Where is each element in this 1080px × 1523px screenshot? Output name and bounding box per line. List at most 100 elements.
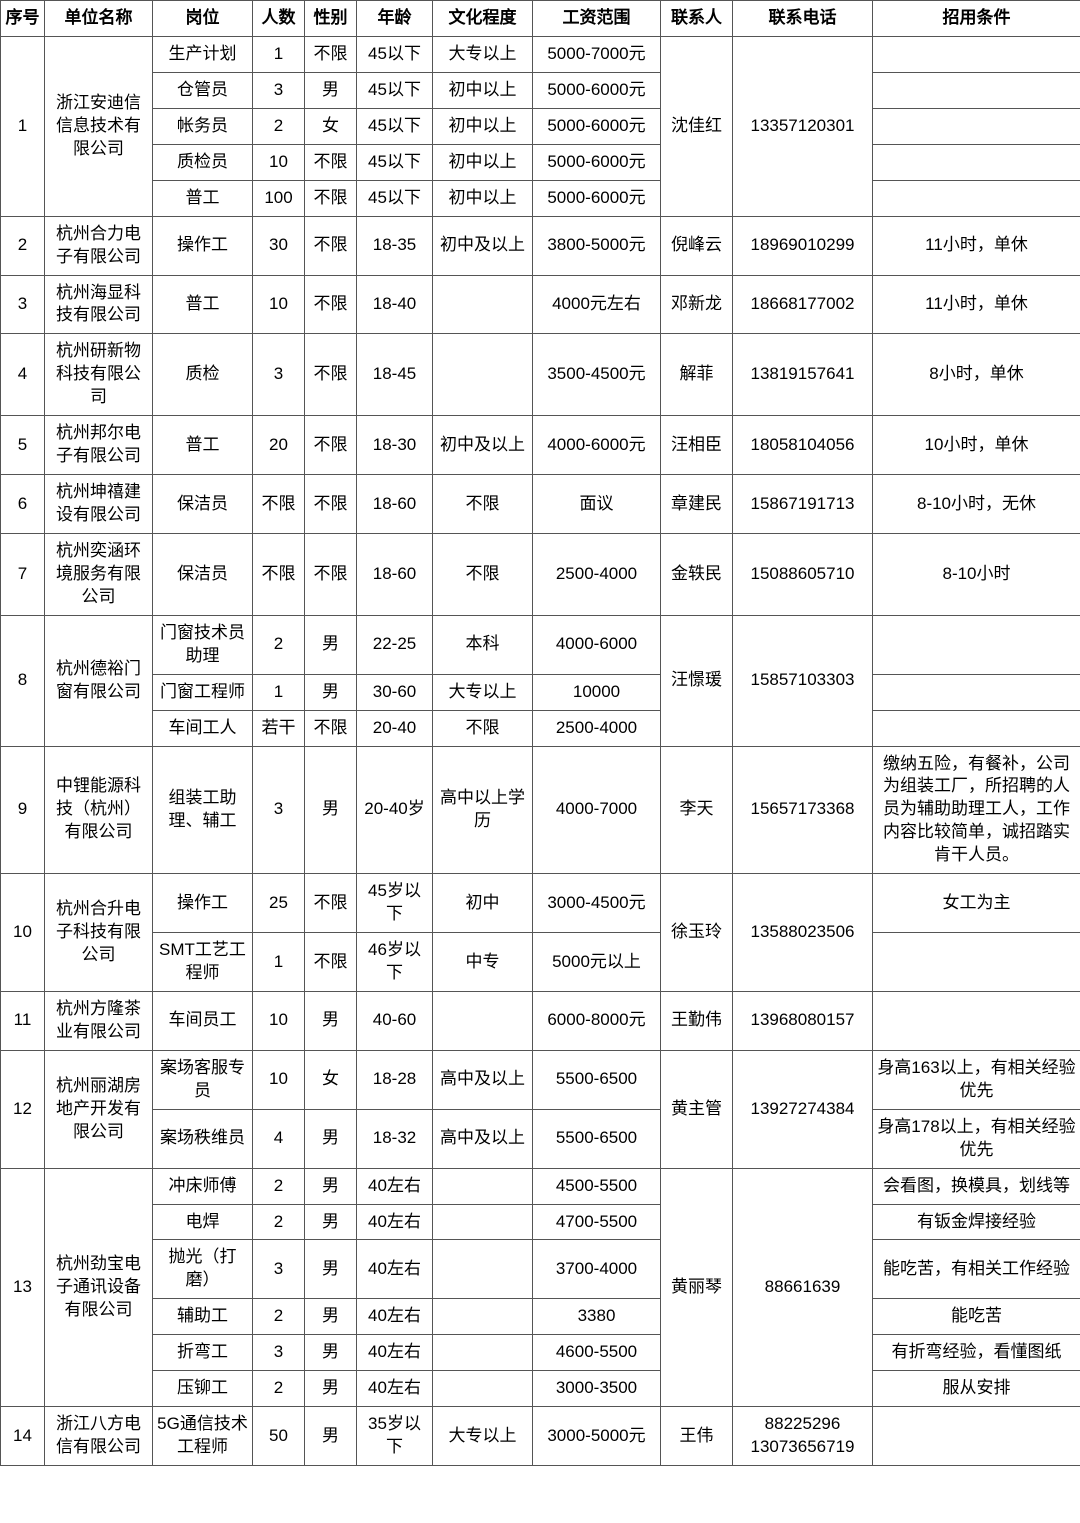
sal-cell: 2500-4000 bbox=[533, 710, 661, 746]
pos-cell: 保洁员 bbox=[153, 475, 253, 534]
table-row: 8杭州德裕门窗有限公司门窗技术员助理2男22-25本科4000-6000汪憬瑗1… bbox=[1, 615, 1080, 674]
age-cell: 46岁以下 bbox=[357, 933, 433, 992]
sal-cell: 3800-5000元 bbox=[533, 216, 661, 275]
age-cell: 18-28 bbox=[357, 1050, 433, 1109]
num-cell: 25 bbox=[253, 874, 305, 933]
sex-cell: 女 bbox=[305, 1050, 357, 1109]
phone-cell: 18058104056 bbox=[733, 416, 873, 475]
edu-cell bbox=[433, 275, 533, 334]
cond-cell: 会看图，换模具，划线等 bbox=[873, 1168, 1080, 1204]
age-cell: 40左右 bbox=[357, 1299, 433, 1335]
edu-cell bbox=[433, 334, 533, 416]
sal-cell: 3000-4500元 bbox=[533, 874, 661, 933]
org-cell: 杭州丽湖房地产开发有限公司 bbox=[45, 1050, 153, 1168]
cond-cell bbox=[873, 180, 1080, 216]
table-row: 压铆工2男40左右3000-3500服从安排 bbox=[1, 1371, 1080, 1407]
pos-cell: 保洁员 bbox=[153, 533, 253, 615]
seq-cell: 7 bbox=[1, 533, 45, 615]
age-cell: 40左右 bbox=[357, 1204, 433, 1240]
sex-cell: 不限 bbox=[305, 533, 357, 615]
edu-cell: 大专以上 bbox=[433, 36, 533, 72]
num-cell: 10 bbox=[253, 144, 305, 180]
pos-cell: 5G通信技术工程师 bbox=[153, 1407, 253, 1466]
pos-cell: 折弯工 bbox=[153, 1335, 253, 1371]
cond-cell: 有折弯经验，看懂图纸 bbox=[873, 1335, 1080, 1371]
pos-cell: 辅助工 bbox=[153, 1299, 253, 1335]
pos-cell: 帐务员 bbox=[153, 108, 253, 144]
org-cell: 杭州研新物科技有限公司 bbox=[45, 334, 153, 416]
pos-cell: 组装工助理、辅工 bbox=[153, 746, 253, 874]
pos-cell: 电焊 bbox=[153, 1204, 253, 1240]
num-cell: 3 bbox=[253, 334, 305, 416]
num-cell: 2 bbox=[253, 1204, 305, 1240]
sex-cell: 男 bbox=[305, 615, 357, 674]
age-cell: 40左右 bbox=[357, 1168, 433, 1204]
col-header-10: 招用条件 bbox=[873, 1, 1080, 37]
pos-cell: 案场客服专员 bbox=[153, 1050, 253, 1109]
edu-cell bbox=[433, 1204, 533, 1240]
sal-cell: 5000-6000元 bbox=[533, 180, 661, 216]
table-row: 13杭州劲宝电子通讯设备有限公司冲床师傅2男40左右4500-5500黄丽琴88… bbox=[1, 1168, 1080, 1204]
sal-cell: 4500-5500 bbox=[533, 1168, 661, 1204]
table-row: 3杭州海显科技有限公司普工10不限18-404000元左右邓新龙18668177… bbox=[1, 275, 1080, 334]
cond-cell bbox=[873, 710, 1080, 746]
sex-cell: 不限 bbox=[305, 933, 357, 992]
seq-cell: 11 bbox=[1, 991, 45, 1050]
contact-cell: 黄主管 bbox=[661, 1050, 733, 1168]
phone-cell: 18969010299 bbox=[733, 216, 873, 275]
table-row: 1浙江安迪信信息技术有限公司生产计划1不限45以下大专以上5000-7000元沈… bbox=[1, 36, 1080, 72]
sal-cell: 3000-3500 bbox=[533, 1371, 661, 1407]
org-cell: 杭州德裕门窗有限公司 bbox=[45, 615, 153, 746]
edu-cell bbox=[433, 1335, 533, 1371]
cond-cell bbox=[873, 615, 1080, 674]
age-cell: 18-30 bbox=[357, 416, 433, 475]
sal-cell: 4600-5500 bbox=[533, 1335, 661, 1371]
sex-cell: 男 bbox=[305, 1299, 357, 1335]
cond-cell: 10小时，单休 bbox=[873, 416, 1080, 475]
phone-cell: 15088605710 bbox=[733, 533, 873, 615]
sex-cell: 不限 bbox=[305, 475, 357, 534]
sal-cell: 5000-7000元 bbox=[533, 36, 661, 72]
sex-cell: 男 bbox=[305, 72, 357, 108]
table-body: 1浙江安迪信信息技术有限公司生产计划1不限45以下大专以上5000-7000元沈… bbox=[1, 36, 1080, 1465]
num-cell: 2 bbox=[253, 615, 305, 674]
sex-cell: 不限 bbox=[305, 180, 357, 216]
table-row: 车间工人若干不限20-40不限2500-4000 bbox=[1, 710, 1080, 746]
sal-cell: 4700-5500 bbox=[533, 1204, 661, 1240]
seq-cell: 1 bbox=[1, 36, 45, 216]
sal-cell: 3500-4500元 bbox=[533, 334, 661, 416]
num-cell: 3 bbox=[253, 1240, 305, 1299]
edu-cell: 本科 bbox=[433, 615, 533, 674]
num-cell: 10 bbox=[253, 275, 305, 334]
age-cell: 20-40岁 bbox=[357, 746, 433, 874]
pos-cell: 抛光（打磨） bbox=[153, 1240, 253, 1299]
age-cell: 22-25 bbox=[357, 615, 433, 674]
table-row: 6杭州坤禧建设有限公司保洁员不限不限18-60不限面议章建民1586719171… bbox=[1, 475, 1080, 534]
edu-cell: 大专以上 bbox=[433, 674, 533, 710]
contact-cell: 王伟 bbox=[661, 1407, 733, 1466]
sal-cell: 5500-6500 bbox=[533, 1050, 661, 1109]
seq-cell: 9 bbox=[1, 746, 45, 874]
num-cell: 若干 bbox=[253, 710, 305, 746]
edu-cell bbox=[433, 1168, 533, 1204]
pos-cell: 车间工人 bbox=[153, 710, 253, 746]
contact-cell: 章建民 bbox=[661, 475, 733, 534]
org-cell: 杭州海显科技有限公司 bbox=[45, 275, 153, 334]
num-cell: 不限 bbox=[253, 475, 305, 534]
age-cell: 20-40 bbox=[357, 710, 433, 746]
edu-cell: 大专以上 bbox=[433, 1407, 533, 1466]
table-row: 9中锂能源科技（杭州）有限公司组装工助理、辅工3男20-40岁高中以上学历400… bbox=[1, 746, 1080, 874]
sal-cell: 3700-4000 bbox=[533, 1240, 661, 1299]
seq-cell: 4 bbox=[1, 334, 45, 416]
edu-cell bbox=[433, 991, 533, 1050]
sex-cell: 不限 bbox=[305, 36, 357, 72]
pos-cell: 车间员工 bbox=[153, 991, 253, 1050]
cond-cell bbox=[873, 108, 1080, 144]
table-row: 电焊2男40左右4700-5500有钣金焊接经验 bbox=[1, 1204, 1080, 1240]
contact-cell: 王勤伟 bbox=[661, 991, 733, 1050]
age-cell: 40左右 bbox=[357, 1240, 433, 1299]
sal-cell: 5500-6500 bbox=[533, 1109, 661, 1168]
num-cell: 1 bbox=[253, 674, 305, 710]
table-row: 帐务员2女45以下初中以上5000-6000元 bbox=[1, 108, 1080, 144]
pos-cell: 普工 bbox=[153, 416, 253, 475]
